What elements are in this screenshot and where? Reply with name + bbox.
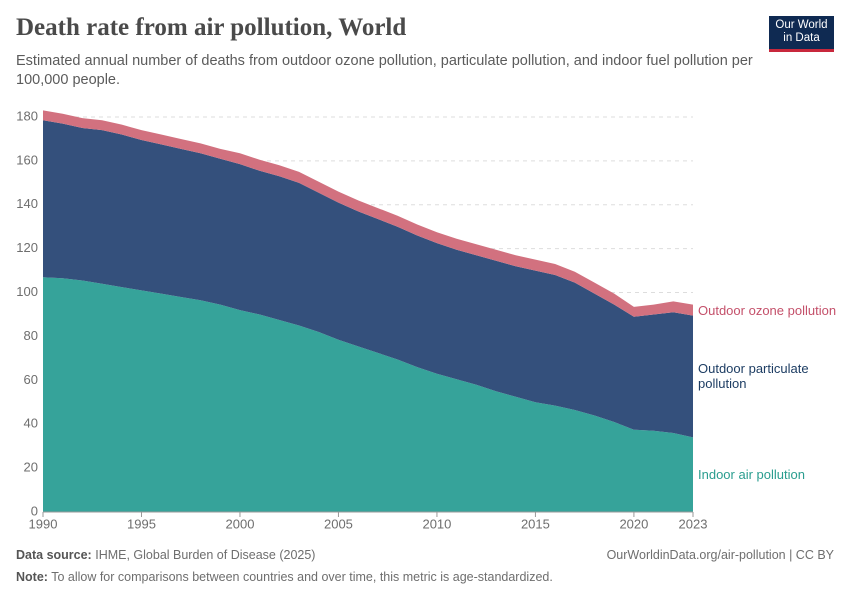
y-tick-label: 80: [24, 328, 38, 343]
source: Data source: IHME, Global Burden of Dise…: [16, 548, 315, 562]
y-tick-label: 0: [31, 503, 38, 518]
area: [43, 277, 693, 512]
area: [43, 120, 693, 438]
note-label: Note:: [16, 570, 48, 584]
y-tick-label: 20: [24, 460, 38, 475]
x-tick-label: 2015: [521, 516, 550, 531]
url[interactable]: OurWorldinData.org/air-pollution | CC BY: [606, 548, 834, 562]
logo-text: Our World: [775, 19, 828, 31]
y-tick-label: 160: [16, 152, 38, 167]
x-tick-label: 2000: [226, 516, 255, 531]
chart-title: Death rate from air pollution, World: [16, 14, 407, 41]
x-tick-label: 2005: [324, 516, 353, 531]
logo[interactable]: Our World in Data: [769, 16, 834, 52]
y-tick-label: 120: [16, 240, 38, 255]
y-tick-label: 180: [16, 108, 38, 123]
y-tick-label: 60: [24, 372, 38, 387]
logo-text: in Data: [783, 32, 820, 44]
y-tick-label: 100: [16, 284, 38, 299]
x-tick-label: 2010: [422, 516, 451, 531]
area: [43, 110, 693, 317]
note-text: To allow for comparisons between countri…: [51, 570, 553, 584]
x-tick-label: 2020: [619, 516, 648, 531]
source-label: Data source:: [16, 548, 92, 562]
note: Note: To allow for comparisons between c…: [16, 570, 553, 584]
series-label[interactable]: Outdoor particulate pollution: [698, 361, 809, 392]
source-text: IHME, Global Burden of Disease (2025): [95, 548, 316, 562]
series-label[interactable]: Indoor air pollution: [698, 467, 805, 483]
x-tick-label: 1990: [29, 516, 58, 531]
y-tick-label: 140: [16, 196, 38, 211]
series-label[interactable]: Outdoor ozone pollution: [698, 302, 837, 318]
x-tick-label: 1995: [127, 516, 156, 531]
y-tick-label: 40: [24, 416, 38, 431]
chart-subtitle: Estimated annual number of deaths from o…: [16, 53, 753, 88]
x-tick-label: 2023: [679, 516, 708, 531]
